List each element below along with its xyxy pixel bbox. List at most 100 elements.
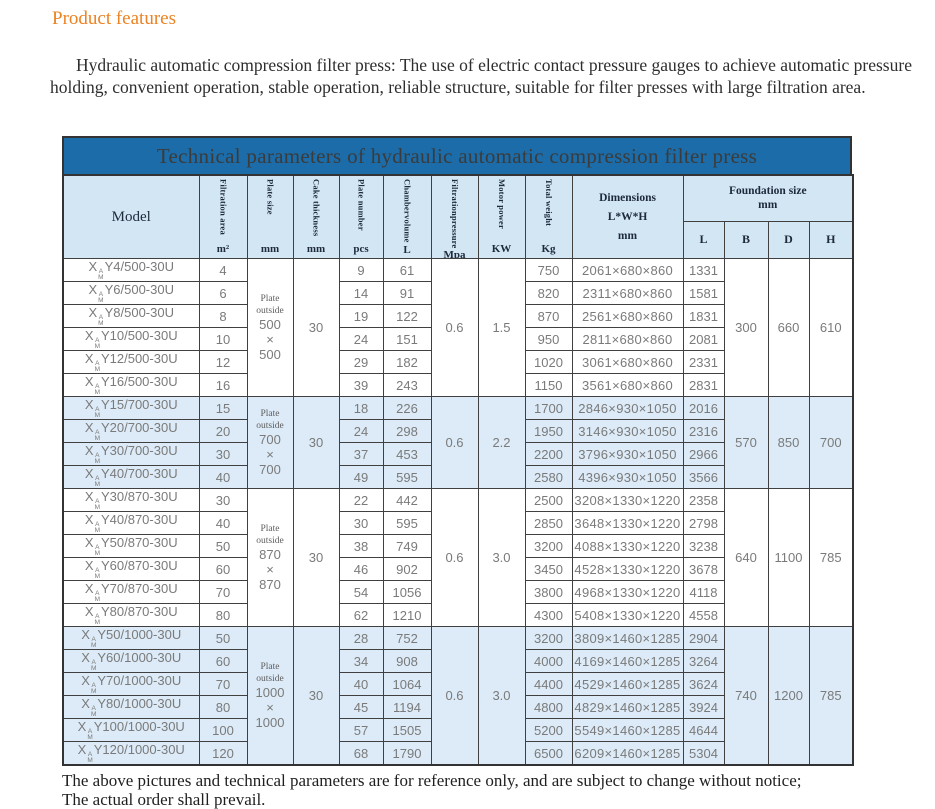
total-weight-cell: 4800	[524, 695, 573, 719]
dimensions-cell: 4968×1330×1220	[571, 580, 684, 604]
plate-number-cell: 22	[338, 488, 384, 512]
plate-number-cell: 24	[338, 327, 384, 351]
foundation-l-cell: 4118	[682, 580, 725, 604]
dimensions-cell: 3809×1460×1285	[571, 626, 684, 650]
foundation-l-cell: 4644	[682, 718, 725, 742]
filtration-area-cell: 15	[198, 396, 248, 420]
chamber-volume-cell: 749	[382, 534, 432, 558]
plate-size-cell: Plate outside 870 × 870	[246, 488, 294, 627]
foundation-l-cell: 2316	[682, 419, 725, 443]
table-row: X A M Y40/700-30U 40 49 595 2580 4396×930×1050 35…	[62, 465, 853, 489]
plate-number-cell: 62	[338, 603, 384, 627]
dimensions-cell: 5549×1460×1285	[571, 718, 684, 742]
header-foundation-d: D	[767, 220, 810, 260]
model-cell: X A M Y80/870-30U	[62, 603, 200, 627]
model-cell: X A M Y60/870-30U	[62, 557, 200, 581]
foundation-l-cell: 3624	[682, 672, 725, 696]
dimensions-cell: 4528×1330×1220	[571, 557, 684, 581]
foundation-l-cell: 2798	[682, 511, 725, 535]
model-number: Y15/700-30U	[100, 397, 178, 413]
model-prefix-base: X	[84, 420, 94, 436]
chamber-volume-cell: 1194	[382, 695, 432, 719]
filtration-area-cell: 30	[198, 442, 248, 466]
table-row: X A M Y70/1000-30U 70 40 1064 4400 4529×1460×128…	[62, 672, 853, 696]
table-row: X A M Y15/700-30U 15 Plate outside 700 × 700 30 18 2…	[62, 396, 854, 489]
filtration-area-cell: 4	[198, 258, 248, 282]
dimensions-cell: 5408×1330×1220	[571, 603, 684, 627]
plate-size-cell: Plate outside 500 × 500	[246, 258, 294, 397]
plate-number-cell: 46	[338, 557, 384, 581]
dimensions-cell: 3061×680×860	[571, 350, 684, 374]
unit-label: Kg	[541, 243, 556, 255]
table-row: X A M Y50/1000-30U 50 Plate outside 1000 × 1000 30…	[62, 626, 854, 766]
model-number: Y60/870-30U	[100, 558, 178, 574]
filtration-area-cell: 12	[198, 350, 248, 374]
filtration-area-cell: 10	[198, 327, 248, 351]
foundation-h-cell: 785	[808, 488, 854, 627]
foundation-l-cell: 1331	[682, 258, 725, 282]
foundation-l-cell: 2966	[682, 442, 725, 466]
header-plate-size: Plate size mm	[246, 174, 294, 259]
table-row: X A M Y4/500-30U 4 Plate outside 500 × 500 30 9 61 0.…	[62, 258, 854, 397]
footnote-line-1: The above pictures and technical paramet…	[62, 771, 802, 790]
unit-label: m²	[216, 243, 230, 255]
plate-number-cell: 49	[338, 465, 384, 489]
foundation-l-cell: 2016	[682, 396, 725, 420]
model-prefix-base: X	[84, 351, 94, 367]
total-weight-cell: 1150	[524, 373, 573, 397]
foundation-b-cell: 300	[723, 258, 769, 397]
dimensions-label-line: Dimensions	[599, 192, 656, 204]
dimensions-cell: 6209×1460×1285	[571, 741, 684, 766]
foundation-l-cell: 4558	[682, 603, 725, 627]
header-chamber-volume: Chamber volume L	[382, 174, 432, 259]
unit-label: pcs	[353, 243, 369, 255]
foundation-l-cell: 1581	[682, 281, 725, 305]
model-prefix-base: X	[84, 512, 94, 528]
foundation-b-cell: 570	[723, 396, 769, 489]
filtration-pressure-cell: 0.6	[430, 626, 479, 766]
total-weight-cell: 3200	[524, 626, 573, 650]
model-cell: X A M Y70/1000-30U	[62, 672, 200, 696]
table-row: X A M Y12/500-30U 12 29 182 1020 3061×680×860 233…	[62, 350, 853, 374]
model-number: Y16/500-30U	[100, 374, 178, 390]
dimensions-label-line: L*W*H	[607, 211, 648, 223]
filtration-area-cell: 60	[198, 557, 248, 581]
chamber-volume-cell: 595	[382, 511, 432, 535]
model-cell: X A M Y50/870-30U	[62, 534, 200, 558]
foundation-d-cell: 660	[767, 258, 810, 397]
foundation-title: Foundation size	[728, 185, 807, 198]
model-prefix-base: X	[88, 259, 98, 275]
total-weight-cell: 4300	[524, 603, 573, 627]
motor-power-cell: 3.0	[477, 488, 526, 627]
table-row: X A M Y80/870-30U 80 62 1210 4300 5408×1330×1220…	[62, 603, 853, 627]
total-weight-cell: 3450	[524, 557, 573, 581]
foundation-l-cell: 3924	[682, 695, 725, 719]
chamber-volume-cell: 908	[382, 649, 432, 673]
model-prefix-base: X	[84, 558, 94, 574]
model-number: Y100/1000-30U	[93, 719, 185, 735]
model-cell: X A M Y4/500-30U	[62, 258, 200, 282]
foundation-b-cell: 740	[723, 626, 769, 766]
filtration-area-cell: 50	[198, 534, 248, 558]
dimensions-cell: 4829×1460×1285	[571, 695, 684, 719]
foundation-l-cell: 2081	[682, 327, 725, 351]
plate-number-cell: 14	[338, 281, 384, 305]
table-head: Model Filtration area m² Plate size mm Cake t…	[62, 174, 854, 260]
plate-number-cell: 34	[338, 649, 384, 673]
total-weight-cell: 3800	[524, 580, 573, 604]
header-foundation-l: L	[682, 220, 725, 260]
header-filtration-pressure: Filtration pressure Mpa	[430, 174, 479, 259]
total-weight-cell: 5200	[524, 718, 573, 742]
vertical-label: Chamber volume	[402, 179, 413, 243]
model-cell: X A M Y12/500-30U	[62, 350, 200, 374]
model-prefix-base: X	[84, 328, 94, 344]
model-prefix-base: X	[88, 305, 98, 321]
model-cell: X A M Y20/700-30U	[62, 419, 200, 443]
plate-number-cell: 40	[338, 672, 384, 696]
model-cell: X A M Y70/870-30U	[62, 580, 200, 604]
intro-paragraph: Hydraulic automatic compression filter p…	[50, 55, 912, 97]
foundation-d-cell: 850	[767, 396, 810, 489]
